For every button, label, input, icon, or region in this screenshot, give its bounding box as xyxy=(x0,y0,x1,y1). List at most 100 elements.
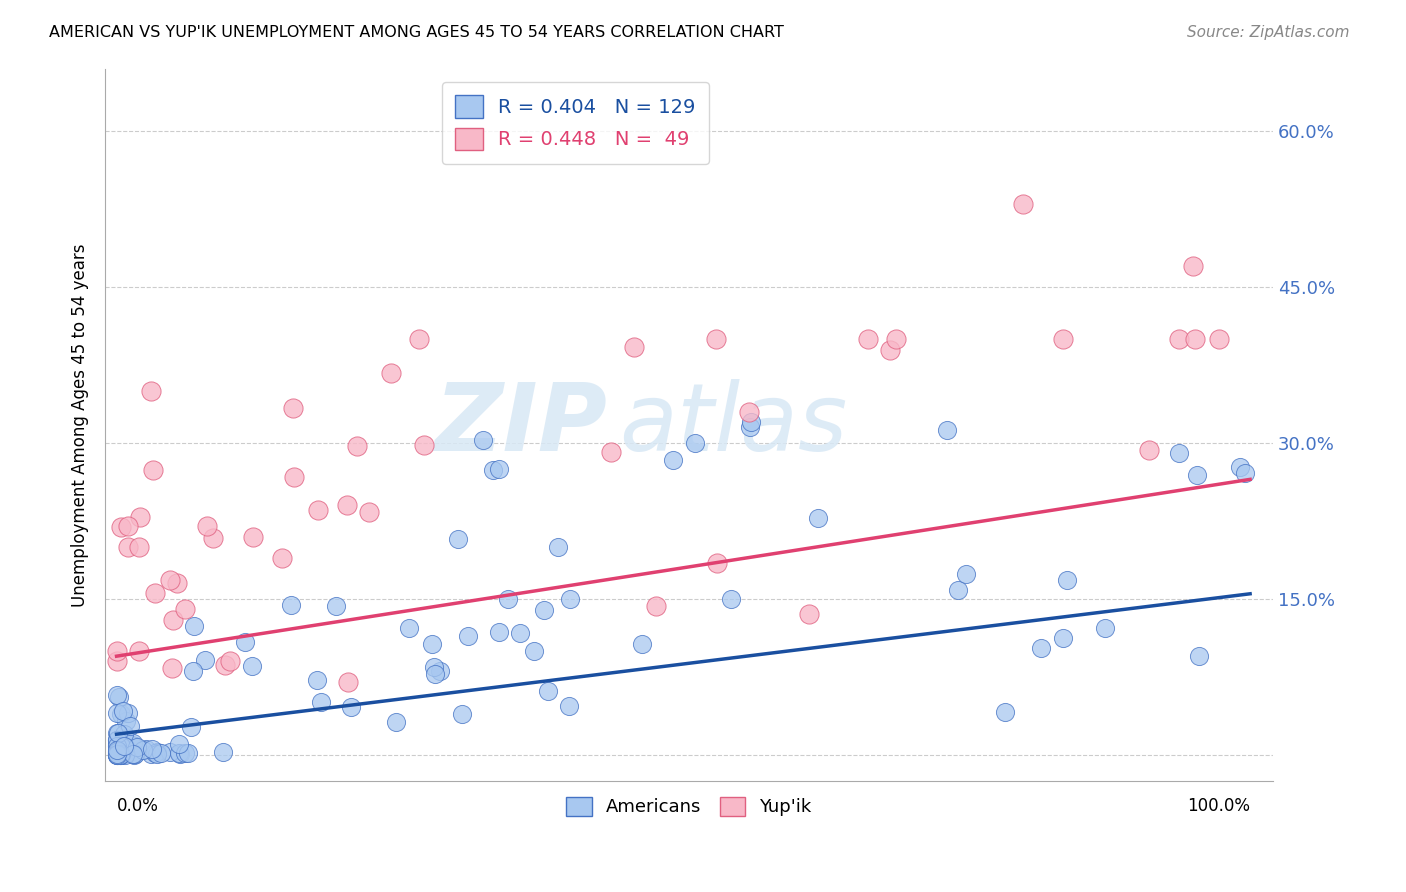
Point xyxy=(105,733,128,747)
Point xyxy=(380,367,402,381)
Point xyxy=(488,625,510,640)
Point xyxy=(183,619,205,633)
Point xyxy=(856,332,879,346)
Point xyxy=(105,747,128,761)
Point xyxy=(112,746,135,760)
Point xyxy=(118,719,141,733)
Point xyxy=(242,530,264,544)
Point xyxy=(413,438,436,452)
Point xyxy=(177,746,200,760)
Point xyxy=(105,747,128,761)
Point xyxy=(139,384,162,398)
Point xyxy=(167,746,190,760)
Point xyxy=(160,661,183,675)
Point xyxy=(202,531,225,545)
Point xyxy=(169,747,191,761)
Point xyxy=(107,745,129,759)
Point xyxy=(121,739,143,753)
Point xyxy=(339,699,361,714)
Point xyxy=(111,704,134,718)
Point xyxy=(105,654,128,668)
Point xyxy=(110,519,132,533)
Point xyxy=(398,621,420,635)
Text: 0.0%: 0.0% xyxy=(117,797,159,814)
Point xyxy=(523,644,546,658)
Point xyxy=(162,613,184,627)
Point xyxy=(143,586,166,600)
Point xyxy=(219,654,242,668)
Point xyxy=(336,498,359,512)
Point xyxy=(110,739,132,753)
Text: ZIP: ZIP xyxy=(434,379,607,471)
Point xyxy=(488,462,510,476)
Point xyxy=(107,746,129,760)
Point xyxy=(1052,332,1074,346)
Point xyxy=(105,747,128,762)
Point xyxy=(114,740,136,755)
Point xyxy=(738,405,761,419)
Point xyxy=(128,644,150,658)
Point xyxy=(111,745,134,759)
Point xyxy=(936,423,959,437)
Point xyxy=(423,667,446,681)
Point xyxy=(283,401,305,415)
Point xyxy=(807,510,830,524)
Point xyxy=(212,745,235,759)
Point xyxy=(107,744,129,758)
Text: 100.0%: 100.0% xyxy=(1187,797,1250,814)
Point xyxy=(482,463,505,477)
Point xyxy=(180,720,202,734)
Point xyxy=(309,695,332,709)
Point xyxy=(994,706,1017,720)
Point xyxy=(105,733,128,747)
Point xyxy=(600,445,623,459)
Point xyxy=(125,739,148,754)
Point xyxy=(955,566,977,581)
Point xyxy=(110,747,132,762)
Point xyxy=(110,741,132,756)
Point xyxy=(135,742,157,756)
Point xyxy=(107,744,129,758)
Point xyxy=(143,746,166,760)
Point xyxy=(112,744,135,758)
Point xyxy=(114,747,136,762)
Point xyxy=(105,744,128,758)
Point xyxy=(447,532,470,546)
Point xyxy=(325,599,347,613)
Point xyxy=(1168,332,1191,346)
Point xyxy=(451,706,474,721)
Point xyxy=(704,332,727,346)
Point xyxy=(124,747,146,761)
Point xyxy=(1182,259,1205,273)
Point xyxy=(1188,648,1211,663)
Point xyxy=(117,519,139,533)
Point xyxy=(645,599,668,614)
Point xyxy=(105,644,128,658)
Point xyxy=(1229,460,1251,475)
Point xyxy=(385,715,408,730)
Point xyxy=(879,343,901,358)
Point xyxy=(105,725,128,739)
Point xyxy=(195,519,218,533)
Point xyxy=(120,745,142,759)
Point xyxy=(105,733,128,747)
Point xyxy=(471,433,494,447)
Point xyxy=(107,747,129,762)
Point xyxy=(498,592,520,607)
Point xyxy=(105,739,128,754)
Point xyxy=(146,747,169,762)
Point xyxy=(139,747,162,761)
Point xyxy=(886,332,908,346)
Point xyxy=(105,689,128,703)
Point xyxy=(1185,468,1208,483)
Point xyxy=(107,726,129,740)
Point xyxy=(110,747,132,762)
Point xyxy=(159,746,181,760)
Point xyxy=(1031,640,1053,655)
Point xyxy=(105,747,128,762)
Point xyxy=(270,551,292,566)
Point xyxy=(114,739,136,754)
Point xyxy=(105,737,128,751)
Point xyxy=(740,415,762,429)
Point xyxy=(1184,332,1206,346)
